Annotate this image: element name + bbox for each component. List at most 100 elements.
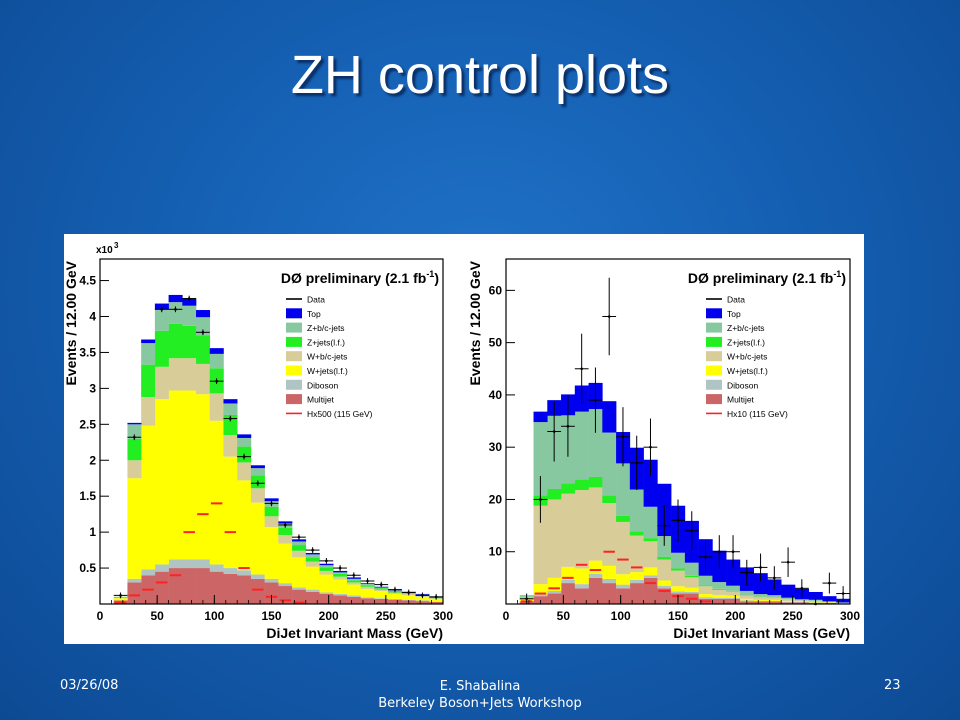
series-top	[533, 382, 851, 603]
bar	[154, 399, 169, 565]
bar	[182, 325, 197, 359]
bar	[250, 488, 265, 503]
bar	[671, 591, 686, 594]
data-point	[352, 573, 356, 577]
bar	[561, 566, 576, 580]
bar	[547, 499, 562, 578]
legend-swatch	[286, 351, 302, 362]
bar	[574, 411, 589, 480]
bar	[698, 575, 713, 586]
x-tick-label: 0	[503, 609, 510, 623]
bar	[360, 598, 375, 604]
bar	[794, 601, 810, 603]
legend-label: Data	[727, 295, 745, 305]
bar	[127, 438, 142, 461]
legend-swatch	[706, 394, 722, 405]
bar	[305, 589, 320, 592]
bar	[264, 498, 279, 502]
bar	[657, 585, 672, 589]
bar	[753, 599, 768, 601]
bar	[127, 422, 142, 425]
bar	[684, 575, 699, 578]
data-point	[338, 566, 342, 570]
bar	[250, 502, 265, 575]
bar	[319, 592, 334, 594]
bar	[346, 584, 361, 596]
legend-label: Z+jets(l.f.)	[727, 337, 765, 347]
bar	[278, 543, 293, 584]
bar	[374, 598, 389, 604]
bar	[168, 294, 183, 303]
series-signal	[114, 502, 305, 604]
legend-swatch	[706, 365, 722, 376]
y-tick-label: 4.5	[79, 274, 96, 288]
bar	[223, 414, 238, 436]
bar	[712, 582, 727, 589]
bar	[196, 559, 211, 569]
slide-title: ZH control plots	[290, 45, 670, 105]
bar	[574, 584, 589, 589]
y-multiplier-exp: 3	[114, 241, 119, 250]
bar	[698, 586, 713, 595]
bar	[822, 601, 837, 602]
chart-title-sup: -1	[833, 269, 841, 279]
bar	[767, 599, 782, 601]
bar	[196, 310, 211, 318]
bar	[712, 595, 727, 598]
bar	[726, 597, 741, 599]
bar	[250, 468, 265, 476]
bar	[712, 597, 727, 599]
series-z-jets-l-f-	[113, 323, 444, 599]
bar	[822, 602, 837, 603]
bar	[209, 564, 224, 572]
bar	[533, 584, 548, 595]
legend-label: W+jets(l.f.)	[727, 366, 768, 376]
x-tick-label: 0	[97, 609, 104, 623]
y-tick-label: 4	[89, 310, 96, 324]
bar	[223, 399, 238, 404]
chart-title: DØ preliminary (2.1 fb-1)	[688, 269, 846, 286]
legend: Data Top Z+b/c-jets Z+jets(l.f.) W+b/c-jets W…	[286, 295, 373, 419]
legend-label: W+jets(l.f.)	[307, 366, 348, 376]
bar	[629, 531, 644, 536]
bar	[629, 572, 644, 580]
bar	[684, 577, 699, 588]
y-multiplier: x10	[96, 245, 113, 256]
legend-label: Data	[307, 295, 325, 305]
data-point	[759, 566, 762, 569]
legend-swatch	[706, 336, 722, 347]
bar	[588, 487, 603, 561]
bar	[753, 596, 768, 598]
bar	[657, 580, 672, 586]
bar	[319, 574, 334, 593]
bar	[712, 598, 727, 604]
bar	[319, 593, 334, 604]
bar	[574, 479, 589, 491]
data-point	[270, 502, 273, 505]
data-point	[229, 417, 232, 420]
legend-swatch	[286, 308, 302, 319]
y-tick-label: 2	[89, 453, 96, 467]
bar	[264, 506, 279, 517]
bar	[739, 590, 754, 596]
bar	[237, 462, 252, 481]
bar	[223, 573, 238, 604]
legend-label: Diboson	[307, 380, 338, 390]
bar	[753, 597, 768, 600]
bar	[616, 574, 631, 585]
bar	[346, 582, 361, 585]
data-point	[160, 308, 164, 311]
bar	[726, 591, 741, 596]
bar	[154, 330, 169, 367]
bar	[643, 567, 658, 576]
legend-label: Multijet	[727, 395, 755, 405]
bar	[346, 596, 361, 604]
bar	[429, 601, 444, 604]
bar	[127, 582, 142, 604]
y-tick-label: 1.5	[79, 489, 96, 503]
bar	[753, 573, 768, 595]
legend-label: Multijet	[307, 395, 335, 405]
bar	[292, 589, 307, 604]
y-tick-label: 3	[89, 381, 96, 395]
y-tick-label: 2.5	[79, 417, 96, 431]
